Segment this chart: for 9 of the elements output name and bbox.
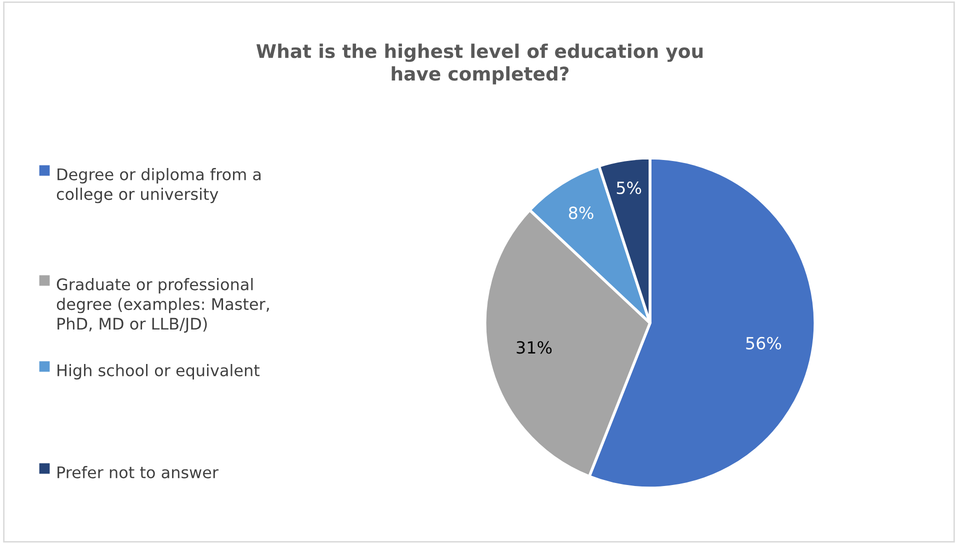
- legend-label: Degree or diploma from a college or university: [56, 168, 261, 204]
- data-label: 8%: [568, 206, 594, 220]
- chart-title: What is the highest level of education you have completed?: [256, 44, 703, 84]
- legend-label: Prefer not to answer: [58, 466, 219, 478]
- legend-label: Graduate or professional degree (examples: Master, PhD, MD or LLB/JD): [56, 278, 269, 333]
- data-label: 5%: [616, 182, 642, 194]
- data-label: 56%: [746, 336, 782, 350]
- legend-label: High school or equivalent: [58, 364, 260, 380]
- data-label: 31%: [516, 341, 552, 354]
